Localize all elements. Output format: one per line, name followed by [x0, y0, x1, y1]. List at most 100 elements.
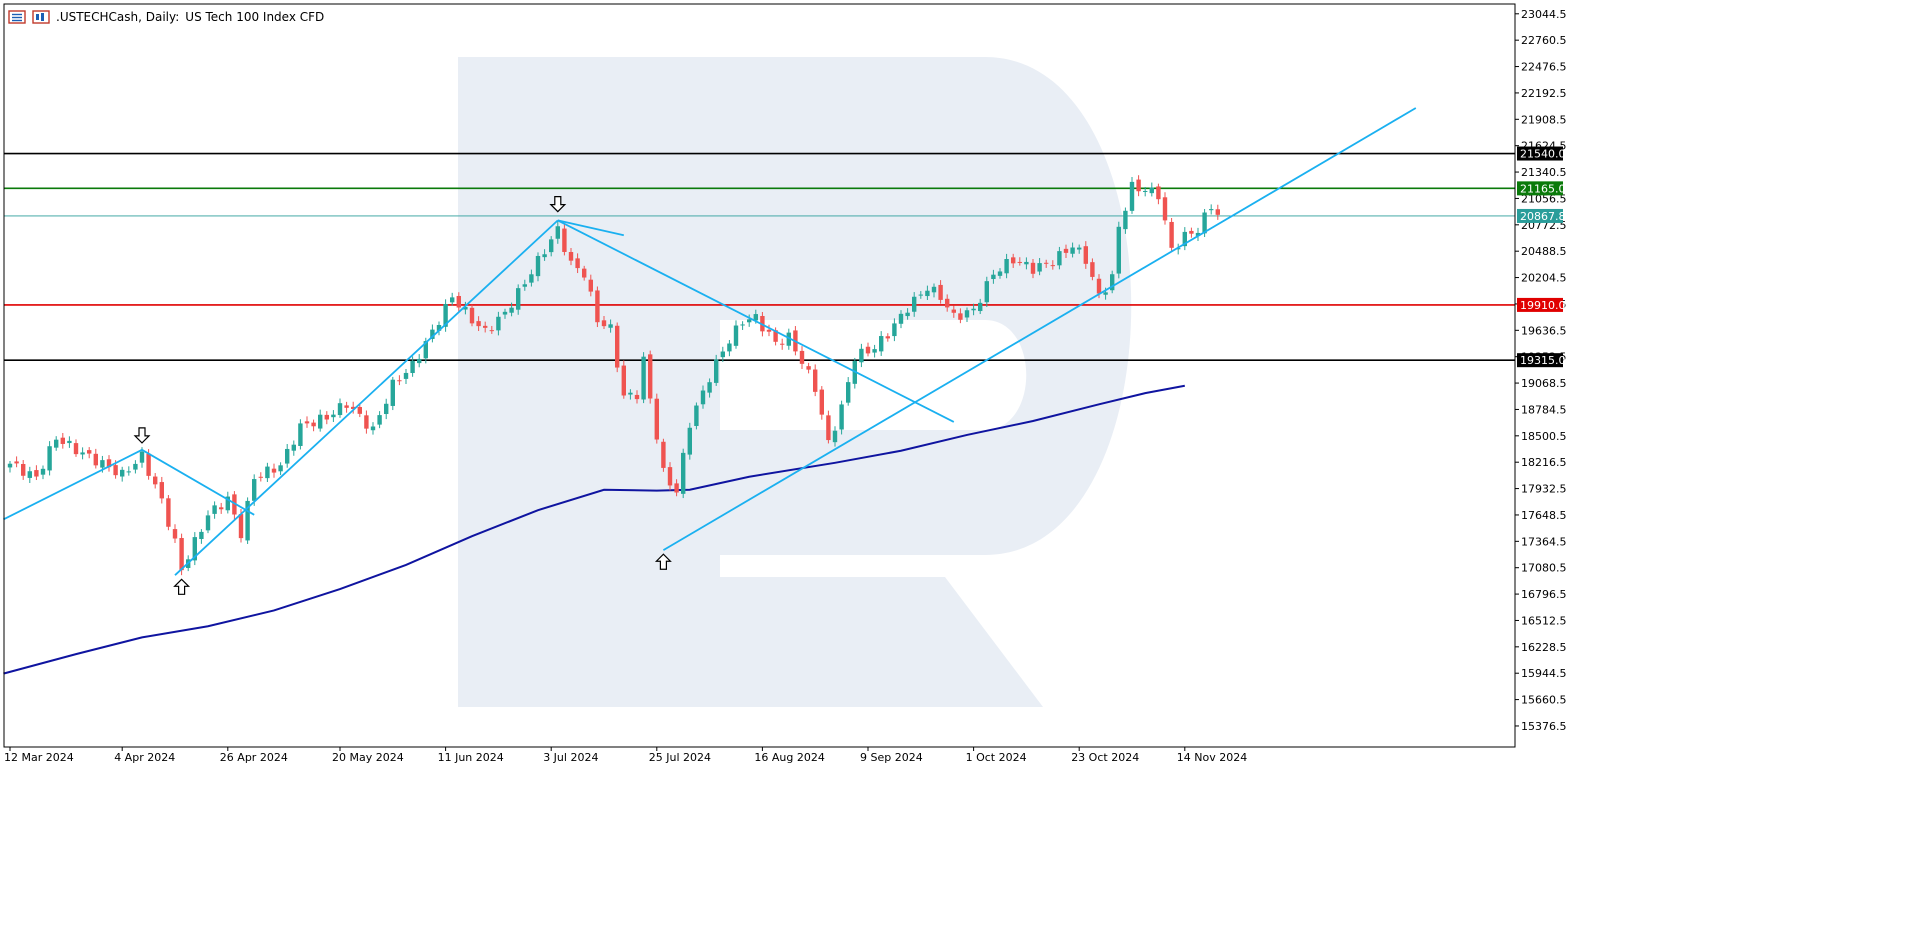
candle-body: [205, 515, 211, 531]
candle-body: [21, 463, 26, 476]
candle: [417, 354, 422, 368]
candle-body: [786, 332, 791, 346]
candle-body: [727, 343, 732, 352]
trendline-0: [2, 448, 143, 521]
candle-body: [1083, 246, 1088, 264]
candle-body: [166, 498, 171, 527]
candle-body: [120, 469, 125, 477]
candle: [377, 411, 382, 429]
candle: [1156, 183, 1161, 205]
candle-body: [1116, 226, 1121, 274]
candle-body: [687, 427, 692, 455]
candle-body: [232, 494, 237, 515]
y-tick-label: 16512.5: [1521, 614, 1567, 627]
candle-body: [588, 279, 593, 292]
candle-body: [1096, 278, 1102, 294]
symbol-title: .USTECHCash, Daily:: [56, 10, 180, 24]
candle: [496, 311, 501, 336]
y-tick-label: 18216.5: [1521, 456, 1567, 469]
candle: [60, 432, 65, 449]
candle-body: [654, 398, 659, 440]
candle-body: [384, 403, 389, 415]
candlesticks: [7, 175, 1220, 576]
candle: [615, 322, 620, 373]
candle: [258, 472, 263, 482]
candle: [621, 360, 626, 399]
chart-type-icon[interactable]: [32, 10, 50, 24]
candle: [568, 248, 574, 266]
candle: [1123, 207, 1128, 234]
candle: [1090, 258, 1095, 281]
candle-body: [364, 415, 369, 429]
candle: [205, 510, 211, 534]
candle: [219, 502, 224, 514]
y-tick-label: 17648.5: [1521, 509, 1567, 522]
candle: [846, 377, 851, 406]
candle: [133, 460, 138, 474]
candle: [766, 324, 772, 337]
candle: [951, 305, 956, 318]
time-axis[interactable]: 12 Mar 2024 4 Apr 2024 26 Apr 2024 20 May 2…: [4, 747, 1247, 764]
candle: [582, 265, 587, 281]
candle: [549, 236, 554, 257]
candle: [1129, 177, 1135, 214]
horizontal-levels: [4, 152, 1515, 361]
candle-body: [1176, 248, 1181, 250]
candle-body: [931, 286, 937, 293]
candle-body: [1143, 190, 1148, 192]
candle-body: [601, 320, 607, 327]
candle: [925, 285, 930, 301]
candle: [397, 375, 402, 386]
x-tick-label: 4 Apr 2024: [114, 751, 175, 764]
candle-body: [925, 290, 930, 297]
candle: [120, 466, 125, 482]
candle-body: [502, 311, 508, 315]
trendline-2: [174, 219, 559, 576]
candle: [278, 462, 283, 476]
trendline-3: [557, 219, 624, 237]
candle: [522, 279, 527, 291]
candle: [1110, 270, 1115, 294]
candle-body: [463, 306, 468, 310]
candle-body: [139, 451, 145, 463]
candle-body: [582, 268, 587, 278]
y-tick-label: 22192.5: [1521, 87, 1567, 100]
candle-body: [179, 538, 184, 571]
arrow-down-icon: [133, 427, 151, 444]
candle-body: [1123, 210, 1128, 230]
candle-body: [628, 392, 633, 395]
symbol-list-icon[interactable]: [8, 10, 26, 24]
level-2-label: 19910.0: [1520, 299, 1566, 312]
candle: [780, 338, 785, 350]
candle: [34, 465, 39, 481]
candle-body: [529, 274, 534, 283]
candle: [225, 491, 230, 514]
candle: [192, 532, 197, 566]
candle: [786, 328, 791, 350]
candle-body: [819, 389, 824, 415]
candle-body: [483, 325, 488, 328]
candle: [575, 253, 580, 274]
candle-body: [133, 463, 138, 470]
candle: [285, 444, 290, 468]
price-axis[interactable]: 23044.522760.522476.522192.521908.521624…: [1515, 8, 1567, 733]
candle-body: [27, 471, 32, 478]
candle: [832, 426, 838, 447]
candle-body: [47, 446, 52, 471]
candle-body: [430, 329, 435, 339]
candle: [7, 460, 13, 473]
candle-body: [159, 482, 164, 499]
candle-body: [1017, 261, 1022, 263]
candle-body: [971, 308, 976, 311]
candle-body: [1189, 230, 1194, 234]
level-2-badge: [1517, 297, 1563, 312]
candle-body: [1030, 262, 1036, 274]
candle-body: [377, 415, 382, 425]
candle-body: [357, 407, 362, 414]
candle-body: [714, 359, 719, 383]
candle: [595, 286, 600, 328]
candle: [456, 292, 461, 313]
candle-body: [753, 314, 758, 321]
